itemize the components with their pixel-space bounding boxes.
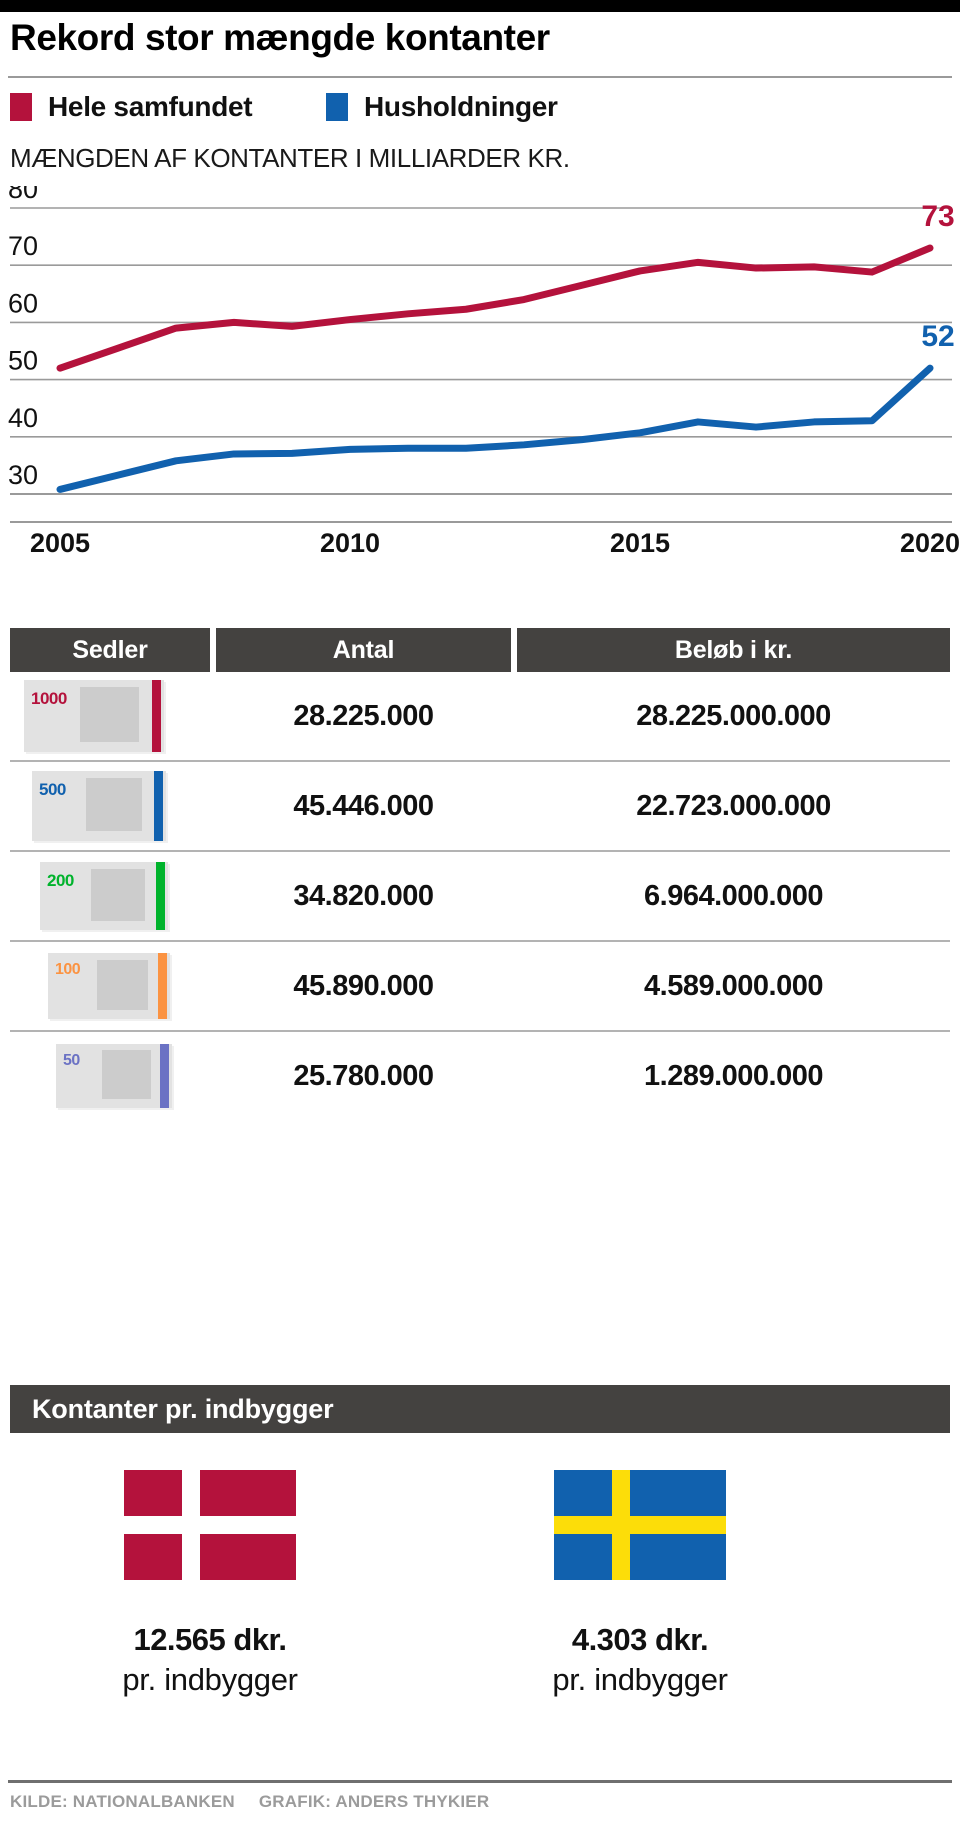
banknote-cell: 200: [10, 862, 210, 930]
flag-quadrant: [124, 1470, 182, 1516]
banknote-cell: 500: [10, 771, 210, 841]
legend-swatch-blue: [326, 93, 348, 121]
chart-canvas: 30 40 50 60 70 80 73 52 2005 2010 2015 2020: [8, 186, 960, 558]
table-row: 1000 28.225.000 28.225.000.000: [10, 672, 950, 762]
banknote-denomination: 100: [55, 961, 81, 978]
cell-antal: 45.446.000: [293, 789, 434, 822]
footer-credits: KILDE: NATIONALBANKEN GRAFIK: ANDERS THYK…: [10, 1792, 513, 1812]
cell-antal: 25.780.000: [293, 1059, 434, 1092]
per-capita-header-label: Kontanter pr. indbygger: [32, 1393, 334, 1424]
chart-subtitle: MÆNGDEN AF KONTANTER I MILLIARDER KR.: [10, 143, 570, 173]
per-capita-sublabel: pr. indbygger: [122, 1662, 298, 1697]
footer-divider: [8, 1780, 952, 1783]
banknote-denomination: 500: [39, 780, 66, 799]
cell-belob: 28.225.000.000: [636, 699, 831, 732]
per-capita-value: 12.565 dkr.: [133, 1622, 287, 1657]
svg-text:73: 73: [921, 200, 954, 233]
line-chart: 30 40 50 60 70 80 73 52 2005 2010 2015 2020: [0, 186, 960, 558]
banknotes-table: Sedler Antal Beløb i kr. 1000 28.225.000 2…: [10, 628, 950, 1120]
svg-text:2015: 2015: [610, 528, 670, 558]
flag-quadrant: [200, 1534, 296, 1580]
cell-antal: 45.890.000: [293, 969, 434, 1002]
banknote-stripe: [160, 1044, 169, 1108]
per-capita-sweden: 4.303 dkr. pr. indbygger: [450, 1470, 830, 1698]
per-capita-value: 4.303 dkr.: [571, 1622, 709, 1657]
banknote-icon: 200: [40, 862, 168, 930]
banknote-icon: 1000: [24, 680, 164, 752]
flag-quadrant: [554, 1470, 612, 1516]
table-row: 100 45.890.000 4.589.000.000: [10, 942, 950, 1032]
legend-swatch-red: [10, 93, 32, 121]
denmark-flag-icon: [124, 1470, 296, 1580]
svg-text:70: 70: [8, 231, 38, 261]
column-header-belob: Beløb i kr.: [517, 628, 950, 672]
flag-quadrant: [630, 1470, 726, 1516]
banknote-stripe: [156, 862, 165, 930]
banknote-cell: 50: [10, 1044, 210, 1108]
svg-text:2005: 2005: [30, 528, 90, 558]
title-divider: [8, 76, 952, 78]
banknote-stripe: [154, 771, 163, 841]
chart-legend: Hele samfundet Husholdninger: [10, 88, 950, 126]
cell-antal: 34.820.000: [293, 879, 434, 912]
banknote-watermark: [91, 869, 145, 921]
flag-quadrant: [200, 1470, 296, 1516]
legend-item-husholdninger: Husholdninger: [326, 88, 558, 126]
column-header-antal: Antal: [216, 628, 511, 672]
banknote-icon: 100: [48, 953, 170, 1019]
banknote-watermark: [102, 1050, 151, 1099]
svg-text:80: 80: [8, 186, 38, 204]
cell-belob: 1.289.000.000: [644, 1059, 823, 1092]
cell-belob: 22.723.000.000: [636, 789, 831, 822]
legend-item-hele-samfundet: Hele samfundet: [10, 88, 253, 126]
top-black-bar: [0, 0, 960, 12]
banknote-stripe: [152, 680, 161, 752]
table-row: 500 45.446.000 22.723.000.000: [10, 762, 950, 852]
banknote-denomination: 1000: [31, 689, 67, 708]
flag-quadrant: [554, 1534, 612, 1580]
svg-text:30: 30: [8, 460, 38, 490]
legend-label: Hele samfundet: [48, 91, 253, 122]
svg-text:2010: 2010: [320, 528, 380, 558]
svg-text:52: 52: [921, 320, 954, 353]
sweden-flag-icon: [554, 1470, 726, 1580]
banknote-cell: 100: [10, 953, 210, 1019]
table-row: 50 25.780.000 1.289.000.000: [10, 1032, 950, 1120]
table-header-row: Sedler Antal Beløb i kr.: [10, 628, 950, 672]
banknote-icon: 50: [56, 1044, 172, 1108]
flag-quadrant: [124, 1534, 182, 1580]
per-capita-sublabel: pr. indbygger: [552, 1662, 728, 1697]
footer-credit: GRAFIK: ANDERS THYKIER: [258, 1792, 490, 1811]
table-row: 200 34.820.000 6.964.000.000: [10, 852, 950, 942]
banknote-watermark: [97, 960, 148, 1010]
per-capita-denmark: 12.565 dkr. pr. indbygger: [20, 1470, 400, 1698]
banknote-cell: 1000: [10, 680, 210, 752]
banknote-icon: 500: [32, 771, 166, 841]
cell-antal: 28.225.000: [293, 699, 434, 732]
banknote-watermark: [86, 778, 142, 831]
flag-quadrant: [630, 1534, 726, 1580]
legend-label: Husholdninger: [364, 91, 558, 122]
svg-text:60: 60: [8, 288, 38, 318]
cell-belob: 4.589.000.000: [644, 969, 823, 1002]
table-body: 1000 28.225.000 28.225.000.000 500 45.446.00…: [10, 672, 950, 1120]
svg-text:40: 40: [8, 403, 38, 433]
page-title: Rekord stor mængde kontanter: [10, 17, 550, 58]
banknote-denomination: 200: [47, 871, 74, 890]
footer-source: KILDE: NATIONALBANKEN: [10, 1792, 235, 1811]
column-header-sedler: Sedler: [10, 628, 210, 672]
per-capita-header: Kontanter pr. indbygger: [10, 1385, 950, 1433]
banknote-denomination: 50: [63, 1052, 80, 1069]
cell-belob: 6.964.000.000: [644, 879, 823, 912]
svg-text:2020: 2020: [900, 528, 960, 558]
svg-text:50: 50: [8, 346, 38, 376]
banknote-stripe: [158, 953, 167, 1019]
banknote-watermark: [80, 687, 139, 742]
